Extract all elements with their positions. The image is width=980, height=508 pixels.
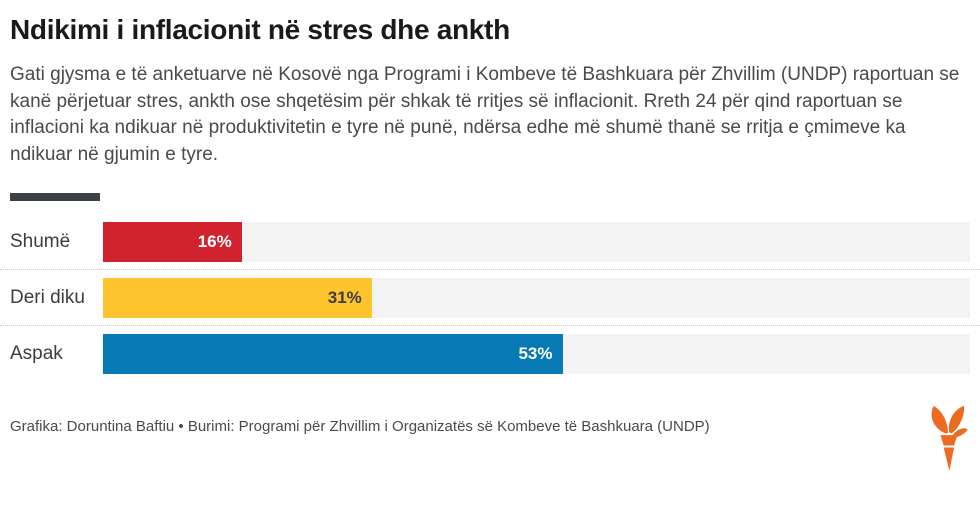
row-separator (0, 318, 980, 327)
category-label: Shumë (10, 231, 71, 253)
bar-track: 31% (103, 278, 970, 319)
bar-track: 53% (103, 334, 970, 375)
bar: 16% (103, 222, 242, 263)
accent-divider (10, 193, 100, 202)
bar-row: Shumë 16% (10, 222, 970, 263)
bar: 31% (103, 278, 372, 319)
bar-row: Deri diku 31% (10, 278, 970, 319)
chart-card: Ndikimi i inflacionit në stres dhe ankth… (0, 14, 980, 436)
value-label: 16% (197, 232, 232, 252)
row-separator (0, 262, 980, 271)
bar: 53% (103, 334, 563, 375)
chart-description: Gati gjysma e të anketuarve në Kosovë ng… (10, 64, 960, 165)
credit-line: Grafika: Doruntina Baftiu • Burimi: Prog… (10, 418, 710, 436)
value-label: 53% (518, 344, 553, 364)
value-label: 31% (327, 288, 362, 308)
page-title: Ndikimi i inflacionit në stres dhe ankth (10, 14, 510, 45)
rferl-torch-logo (926, 404, 968, 472)
category-label: Deri diku (10, 287, 85, 309)
bar-chart: Shumë 16% Deri diku 31% Aspak 53% (0, 222, 980, 375)
category-label: Aspak (10, 343, 63, 365)
bar-row: Aspak 53% (10, 334, 970, 375)
bar-track: 16% (103, 222, 970, 263)
